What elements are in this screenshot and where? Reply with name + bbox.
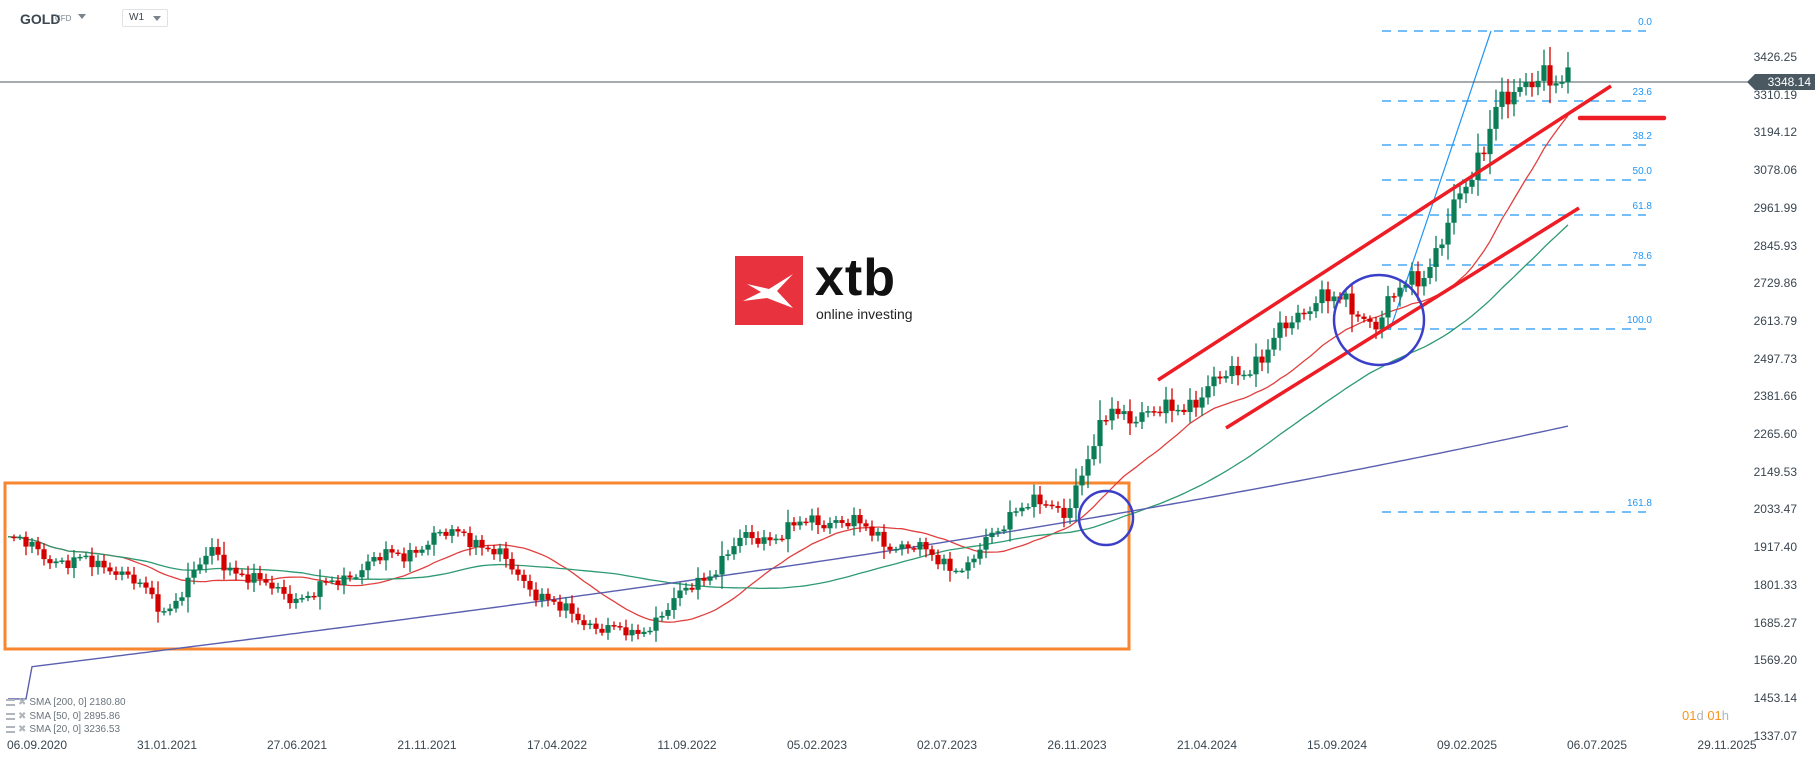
date-axis-label: 02.07.2023: [916, 738, 978, 752]
drawings: [1077, 84, 1667, 547]
consolidation-box: [3, 481, 1131, 651]
symbol-name[interactable]: GOLD: [20, 11, 61, 27]
price-axis-label: 1801.33: [1753, 577, 1797, 592]
price-axis-label: 2497.73: [1753, 351, 1797, 366]
chart-toolbar: GOLD CFD W1: [0, 0, 1815, 36]
date-axis-label: 21.11.2021: [397, 738, 457, 752]
date-axis-label: 06.07.2025: [1566, 738, 1628, 752]
fib-level-label: 23.6: [1632, 87, 1652, 98]
date-axis-label: 17.04.2022: [526, 738, 588, 752]
close-icon[interactable]: ✖: [18, 724, 27, 735]
legend-sma20[interactable]: ✖ SMA [20, 0] 3236.53: [6, 723, 126, 737]
price-axis-label: 1569.20: [1753, 653, 1797, 668]
price-axis-label: 1917.40: [1753, 540, 1797, 555]
price-axis-label: 2149.53: [1753, 464, 1797, 479]
fib-level-label: 161.8: [1626, 498, 1652, 509]
price-axis-label: 2033.47: [1753, 502, 1797, 517]
symbol-dropdown-chevron-icon[interactable]: [78, 14, 86, 19]
fib-level-label: 100.0: [1626, 315, 1652, 326]
logo-mark: [735, 256, 803, 325]
fib-level-label: 38.2: [1632, 131, 1652, 142]
date-axis-label: 29.11.2025: [1697, 738, 1757, 752]
date-axis-label: 05.02.2023: [786, 738, 848, 752]
fib-level-label: 50.0: [1632, 166, 1652, 177]
price-axis-label: 2381.66: [1753, 389, 1797, 404]
price-axis-label: 2961.99: [1753, 200, 1797, 215]
price-axis-label: 3194.12: [1753, 125, 1797, 140]
fib-level-label: 61.8: [1632, 201, 1652, 212]
price-axis-label: 1337.07: [1753, 728, 1797, 743]
timeframe-select[interactable]: W1: [122, 9, 168, 27]
close-icon[interactable]: ✖: [18, 710, 27, 722]
date-axis-label: 27.06.2021: [266, 738, 328, 752]
price-axis-label: 2613.79: [1753, 313, 1797, 328]
price-axis-label: 2845.93: [1753, 238, 1797, 253]
price-axis-label: 3078.06: [1753, 163, 1797, 178]
timeframe-value: W1: [129, 12, 144, 23]
date-axis-label: 06.09.2020: [6, 738, 68, 752]
date-axis-label: 26.11.2023: [1047, 738, 1107, 752]
price-axis-label: 1453.14: [1753, 690, 1797, 705]
price-axis-label: 2729.86: [1753, 276, 1797, 291]
legend-sma50[interactable]: ✖ SMA [50, 0] 2895.86: [6, 710, 126, 724]
date-axis-label: 09.02.2025: [1436, 738, 1498, 752]
settings-list-icon[interactable]: [6, 726, 15, 734]
date-axis-label: 11.09.2022: [657, 738, 717, 752]
settings-list-icon[interactable]: [6, 712, 15, 720]
price-axis-label: 3310.19: [1753, 87, 1797, 102]
indicator-legend: ✖ SMA [200, 0] 2180.80 ✖ SMA [50, 0] 2895.…: [6, 696, 126, 737]
price-axis-label: 2265.60: [1753, 427, 1797, 441]
fib-level-label: 78.6: [1632, 251, 1652, 262]
close-icon[interactable]: ✖: [18, 697, 27, 708]
date-axis-label: 21.04.2024: [1176, 738, 1238, 752]
symbol-type: CFD: [55, 14, 72, 23]
legend-sma200[interactable]: ✖ SMA [200, 0] 2180.80: [6, 696, 126, 710]
logo-brand: xtb: [815, 249, 896, 307]
date-axis-label: 31.01.2021: [136, 738, 198, 752]
current-price-tag: 3348.14: [1747, 74, 1815, 90]
price-axis-label: 3426.25: [1753, 50, 1797, 64]
fibonacci-retracement: [0, 30, 1755, 513]
chevron-down-icon: [153, 16, 161, 21]
date-axis-label: 15.09.2024: [1306, 738, 1368, 752]
settings-list-icon[interactable]: [6, 699, 15, 707]
moving-averages: [7, 115, 1569, 700]
fib-level-label: 0.0: [1638, 17, 1652, 28]
price-axis-label: 1685.27: [1753, 615, 1797, 630]
candles: [11, 46, 1571, 642]
candle-countdown: 01d 01h: [1682, 708, 1730, 723]
logo-tagline: online investing: [816, 306, 913, 322]
